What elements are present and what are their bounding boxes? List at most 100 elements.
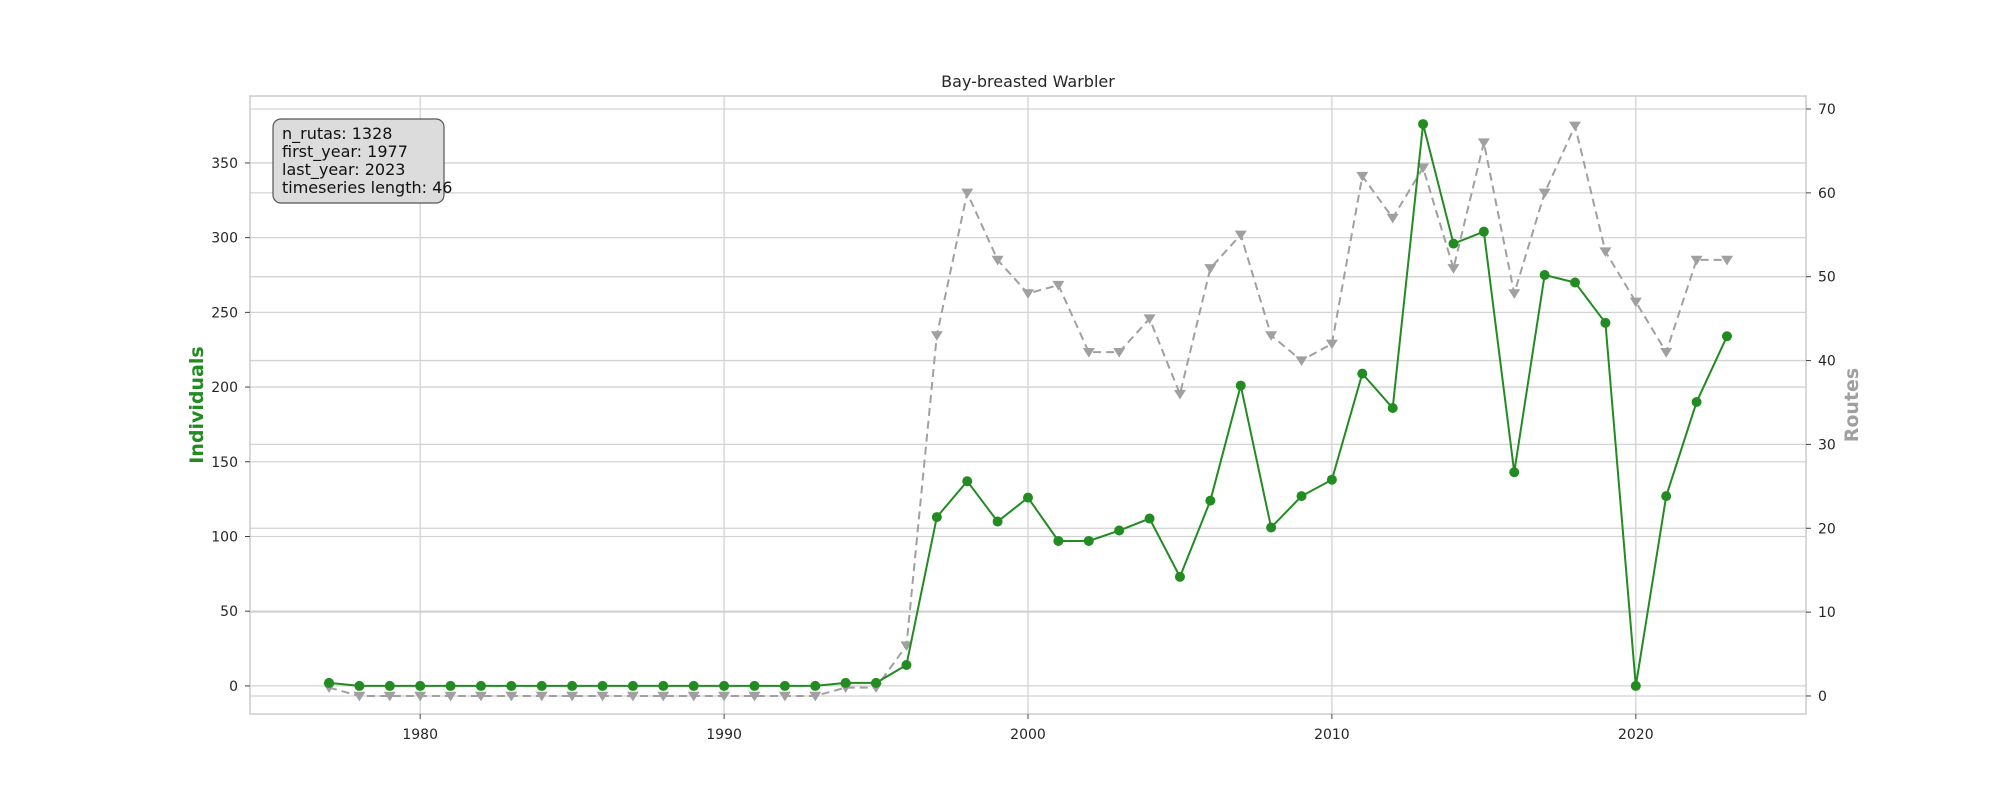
point-routes	[1690, 255, 1703, 266]
point-routes	[383, 691, 396, 702]
point-individuals	[1721, 331, 1732, 342]
point-routes	[626, 691, 639, 702]
y-left-tick-label: 100	[211, 529, 238, 545]
point-routes	[961, 188, 974, 199]
point-individuals	[1144, 513, 1155, 524]
point-individuals	[1053, 535, 1064, 546]
point-individuals	[779, 680, 790, 691]
point-routes	[566, 691, 579, 702]
info-line-length: timeseries length: 46	[282, 178, 452, 197]
point-routes	[1265, 331, 1278, 341]
point-individuals	[719, 680, 730, 691]
series-individuals	[324, 119, 1732, 691]
point-routes	[930, 331, 943, 341]
point-individuals	[1387, 402, 1398, 413]
y-left-tick-label: 250	[211, 305, 238, 321]
point-routes	[748, 691, 761, 702]
point-individuals	[567, 680, 578, 691]
point-routes	[505, 691, 518, 702]
point-individuals	[354, 680, 365, 691]
y-right-tick-label: 40	[1818, 354, 1836, 370]
point-individuals	[1570, 277, 1581, 288]
point-routes	[1204, 264, 1217, 274]
grid	[250, 96, 1806, 714]
point-individuals	[597, 680, 608, 691]
point-routes	[1295, 356, 1308, 366]
point-individuals	[1509, 467, 1520, 478]
point-routes	[1477, 138, 1490, 148]
point-individuals	[1266, 522, 1277, 533]
point-individuals	[1174, 571, 1185, 582]
point-routes	[1417, 163, 1430, 174]
point-routes	[718, 691, 731, 702]
point-routes	[1720, 255, 1733, 266]
info-box-background	[272, 118, 445, 204]
point-routes	[1508, 289, 1521, 299]
point-individuals	[1478, 226, 1489, 237]
point-routes	[353, 691, 366, 702]
point-routes	[444, 691, 457, 702]
y-left-tick-label: 150	[211, 455, 238, 471]
point-routes	[535, 691, 548, 702]
point-routes	[991, 255, 1004, 266]
point-routes	[596, 691, 609, 702]
point-routes	[1143, 314, 1156, 325]
point-individuals	[992, 516, 1003, 527]
point-individuals	[1235, 380, 1246, 391]
point-routes	[1569, 121, 1582, 132]
point-routes	[900, 641, 913, 652]
point-individuals	[810, 680, 821, 691]
x-tick-label: 1990	[706, 727, 742, 743]
point-routes	[1052, 280, 1065, 291]
point-individuals	[627, 680, 638, 691]
point-individuals	[506, 680, 517, 691]
y-right-tick-label: 50	[1818, 270, 1836, 286]
y-left-tick-label: 200	[211, 380, 238, 396]
x-tick-label: 1980	[402, 727, 438, 743]
point-routes	[1538, 188, 1551, 199]
point-routes	[1599, 247, 1612, 257]
x-tick-label: 2000	[1010, 727, 1046, 743]
y-right-tick-label: 30	[1818, 437, 1836, 453]
point-individuals	[1023, 492, 1033, 503]
point-individuals	[384, 680, 395, 691]
y-left-tick-label: 350	[211, 156, 238, 172]
point-routes	[809, 691, 822, 702]
point-individuals	[475, 680, 486, 691]
info-line-routes: n_rutas: 1328	[282, 124, 392, 144]
point-individuals	[1326, 474, 1337, 485]
point-individuals	[1539, 270, 1550, 281]
point-individuals	[1630, 680, 1641, 691]
point-routes	[1356, 171, 1369, 182]
point-individuals	[1114, 525, 1125, 536]
info-line-last-year: last_year: 2023	[282, 160, 405, 180]
point-routes	[1173, 389, 1186, 400]
y-axis-right-label: Routes	[1841, 368, 1863, 443]
y-right-tick-label: 70	[1818, 102, 1836, 118]
point-routes	[657, 691, 670, 702]
chart-title: Bay-breasted Warbler	[941, 72, 1115, 91]
y-right-tick-label: 60	[1818, 186, 1836, 202]
point-individuals	[1205, 495, 1216, 506]
point-routes	[414, 691, 427, 702]
point-individuals	[1661, 491, 1672, 502]
point-routes	[1022, 289, 1034, 299]
point-routes	[1234, 230, 1247, 241]
point-routes	[1082, 347, 1095, 358]
point-routes	[1386, 213, 1399, 224]
y-left-tick-label: 0	[229, 679, 238, 695]
point-individuals	[1418, 119, 1429, 130]
point-individuals	[1083, 535, 1094, 546]
point-individuals	[415, 680, 426, 691]
y-left-tick-label: 300	[211, 231, 238, 247]
series	[323, 119, 1733, 702]
point-individuals	[658, 680, 669, 691]
y-right-tick-label: 0	[1818, 689, 1827, 705]
point-individuals	[324, 677, 335, 688]
point-routes	[687, 691, 700, 702]
point-routes	[1447, 264, 1460, 274]
point-individuals	[445, 680, 456, 691]
point-individuals	[901, 659, 912, 670]
point-individuals	[1296, 491, 1307, 502]
